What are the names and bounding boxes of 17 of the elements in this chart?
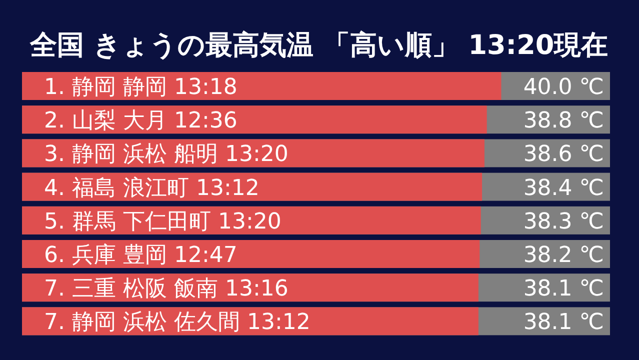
y-tick-label: 7. 三重 松阪 飯南 13:16 — [44, 276, 288, 302]
data-label: 38.4 ℃ — [523, 176, 604, 201]
y-tick-label: 2. 山梨 大月 12:36 — [44, 108, 238, 134]
y-tick-label: 5. 群馬 下仁田町 13:20 — [44, 209, 282, 234]
data-label: 40.0 ℃ — [523, 75, 604, 100]
y-tick-label: 7. 静岡 浜松 佐久間 13:12 — [44, 310, 310, 336]
y-tick-label: 1. 静岡 静岡 13:18 — [44, 75, 238, 100]
chart-title: 全国 きょうの最高気温 「高い順」 13:20現在 — [29, 30, 608, 61]
y-tick-label: 3. 静岡 浜松 船明 13:20 — [44, 142, 288, 168]
data-label: 38.3 ℃ — [523, 209, 604, 234]
data-label: 38.2 ℃ — [523, 243, 604, 268]
y-tick-label: 4. 福島 浪江町 13:12 — [44, 176, 260, 201]
data-label: 38.6 ℃ — [523, 142, 604, 168]
data-label: 38.1 ℃ — [523, 310, 604, 336]
data-label: 38.8 ℃ — [523, 108, 604, 134]
data-label: 38.1 ℃ — [523, 276, 604, 302]
y-tick-label: 6. 兵庫 豊岡 12:47 — [44, 243, 238, 268]
